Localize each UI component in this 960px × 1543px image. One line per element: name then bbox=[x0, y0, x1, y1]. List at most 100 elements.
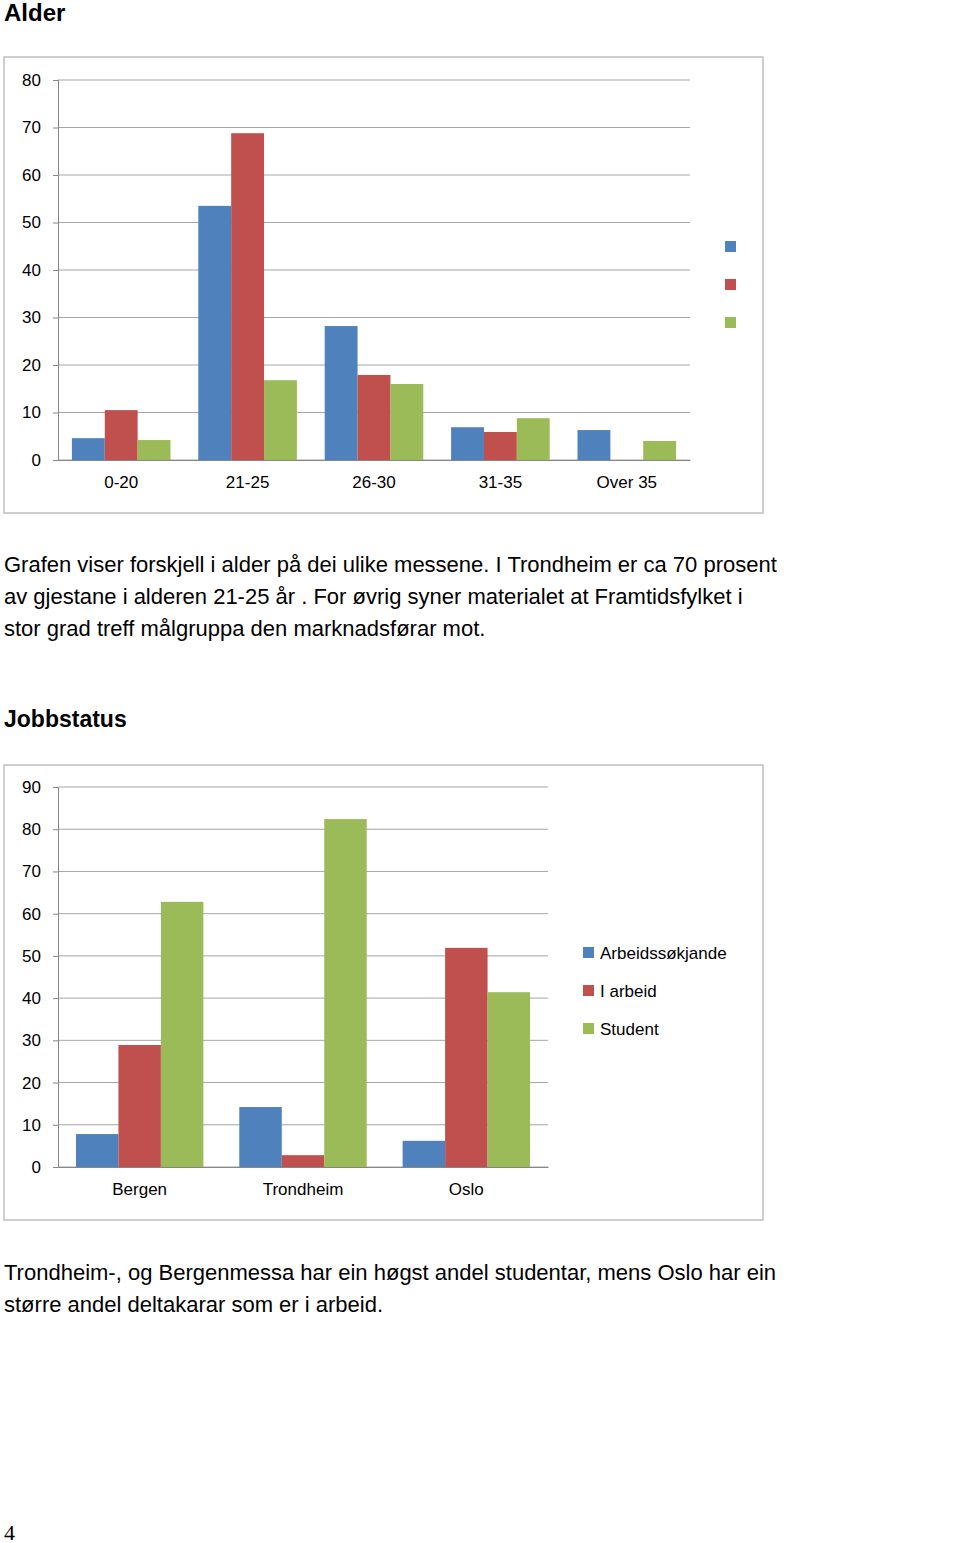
bars bbox=[72, 133, 676, 460]
x-tick: 21-25 bbox=[226, 460, 269, 492]
y-tick-label: 50 bbox=[22, 213, 41, 232]
y-tick: 90 bbox=[22, 778, 58, 797]
y-tick-label: 50 bbox=[22, 947, 41, 966]
x-axis-line bbox=[59, 460, 691, 461]
grid-line bbox=[58, 127, 690, 128]
y-tick-label: 30 bbox=[22, 308, 41, 327]
bar bbox=[445, 948, 487, 1167]
bar bbox=[484, 432, 517, 460]
grid-line bbox=[58, 913, 548, 914]
y-tick-mark bbox=[53, 223, 58, 224]
bar bbox=[358, 375, 391, 460]
bar bbox=[231, 133, 264, 460]
bar bbox=[578, 430, 611, 460]
x-axis: BergenTrondheimOslo bbox=[59, 1167, 549, 1199]
y-axis-line bbox=[53, 788, 59, 1168]
bar bbox=[198, 206, 231, 460]
bar bbox=[264, 380, 297, 460]
bar bbox=[403, 1141, 445, 1167]
y-axis-line bbox=[53, 81, 59, 461]
grid-line bbox=[58, 829, 548, 830]
legend-swatch bbox=[583, 1023, 594, 1034]
y-tick: 30 bbox=[22, 1031, 58, 1050]
legend-swatch bbox=[725, 279, 736, 290]
y-tick: 20 bbox=[22, 1073, 58, 1092]
page-background bbox=[0, 0, 960, 1543]
y-tick-label: 60 bbox=[22, 166, 41, 185]
bar bbox=[239, 1107, 281, 1167]
x-tick-label: Oslo bbox=[449, 1180, 484, 1199]
y-tick-label: 0 bbox=[32, 451, 41, 470]
y-axis: 0102030405060708090 bbox=[22, 778, 58, 1177]
y-tick-label: 70 bbox=[22, 118, 41, 137]
legend-swatch bbox=[725, 317, 736, 328]
grid-line bbox=[58, 270, 690, 271]
bar bbox=[282, 1155, 324, 1167]
bar bbox=[161, 902, 203, 1167]
x-tick-label: Over 35 bbox=[597, 473, 657, 492]
heading: Jobbstatus bbox=[4, 706, 127, 732]
y-tick-label: 70 bbox=[22, 862, 41, 881]
y-tick-mark bbox=[53, 1083, 58, 1084]
x-axis: 0-2021-2526-3031-35Over 35 bbox=[59, 460, 691, 492]
y-tick-mark bbox=[53, 365, 58, 366]
y-tick: 40 bbox=[22, 989, 58, 1008]
chart-frame bbox=[4, 765, 763, 1220]
y-tick: 80 bbox=[22, 820, 58, 839]
y-tick: 30 bbox=[22, 308, 58, 327]
x-tick-label: 0-20 bbox=[104, 473, 138, 492]
bar bbox=[517, 418, 550, 460]
page: AlderJobbstatusGrafen viser forskjell i … bbox=[0, 0, 960, 1543]
grid-line bbox=[58, 365, 690, 366]
legend-swatch bbox=[725, 241, 736, 252]
bar bbox=[72, 438, 105, 460]
y-tick-label: 20 bbox=[22, 356, 41, 375]
x-tick: Over 35 bbox=[597, 460, 657, 492]
y-tick-mark bbox=[53, 460, 58, 461]
legend-label: I arbeid bbox=[600, 982, 657, 1001]
y-tick: 80 bbox=[22, 71, 58, 90]
y-tick-mark bbox=[53, 318, 58, 319]
y-tick: 60 bbox=[22, 166, 58, 185]
y-tick: 40 bbox=[22, 261, 58, 280]
y-tick-mark bbox=[53, 998, 58, 999]
grid-line bbox=[58, 222, 690, 223]
y-tick-mark bbox=[53, 871, 58, 872]
grid-line bbox=[58, 80, 690, 81]
x-tick: Trondheim bbox=[263, 1167, 344, 1199]
y-tick: 60 bbox=[22, 905, 58, 924]
grid-line bbox=[58, 871, 548, 872]
y-tick-mark bbox=[53, 270, 58, 271]
bar bbox=[138, 440, 171, 460]
chart: 0102030405060708090BergenTrondheimOsloAr… bbox=[4, 765, 763, 1220]
y-tick-mark bbox=[53, 1125, 58, 1126]
y-tick-mark bbox=[53, 413, 58, 414]
grid-line bbox=[58, 317, 690, 318]
y-tick-mark bbox=[53, 1167, 58, 1168]
x-tick: 31-35 bbox=[479, 460, 522, 492]
bar bbox=[643, 441, 676, 460]
bar bbox=[76, 1134, 118, 1167]
y-axis: 0 10 20 30 40 50 60 70 80 bbox=[22, 71, 58, 470]
y-tick-label: 40 bbox=[22, 989, 41, 1008]
y-tick: 20 bbox=[22, 356, 58, 375]
paragraph-line: Grafen viser forskjell i alder på dei ul… bbox=[4, 552, 777, 577]
bars bbox=[76, 819, 530, 1167]
y-tick: 0 bbox=[32, 1158, 58, 1177]
y-tick-label: 10 bbox=[22, 403, 41, 422]
y-tick-label: 30 bbox=[22, 1031, 41, 1050]
y-tick: 10 bbox=[22, 403, 58, 422]
chart-frame bbox=[4, 57, 763, 513]
y-tick-mark bbox=[53, 914, 58, 915]
legend-swatch bbox=[583, 985, 594, 996]
y-tick-label: 80 bbox=[22, 820, 41, 839]
bar bbox=[324, 819, 366, 1167]
bar bbox=[390, 384, 423, 460]
y-tick-mark bbox=[53, 829, 58, 830]
y-tick-mark bbox=[53, 956, 58, 957]
y-tick: 70 bbox=[22, 118, 58, 137]
bar bbox=[325, 326, 358, 460]
y-tick: 50 bbox=[22, 947, 58, 966]
y-tick-mark bbox=[53, 175, 58, 176]
paragraph-line: stor grad treff målgruppa den marknadsfø… bbox=[4, 616, 485, 641]
